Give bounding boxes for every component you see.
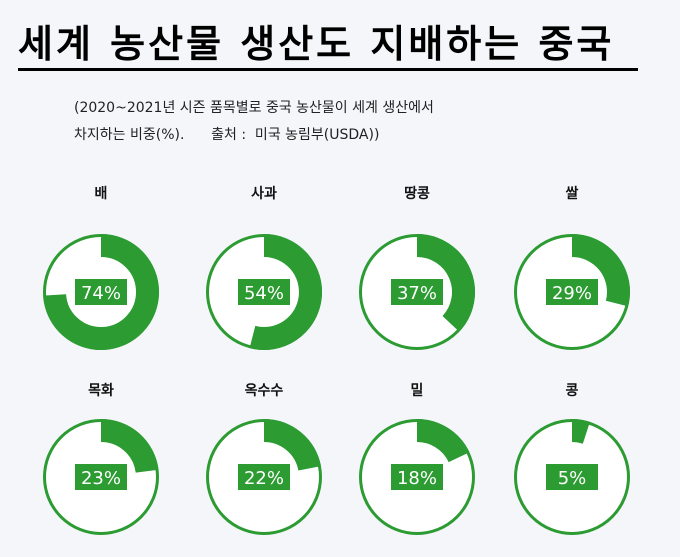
donut-value-arc [416,419,470,463]
donut-3: 땅콩 37% [359,185,475,350]
donut-value-arc [571,419,590,444]
donut-category-label: 콩 [566,383,579,399]
donut-value-arc [100,419,159,474]
donut-value-arc [263,419,321,472]
value-label-box [75,279,127,305]
value-label-box [391,279,443,305]
value-label-box [75,464,127,490]
value-label-box [546,464,598,490]
source-note-line-2: 차지하는 비중(%). 출처 : 미국 농림부(USDA)) [74,127,380,143]
donut-category-label: 밀 [411,383,424,399]
value-label-box [238,464,290,490]
value-label-box [238,279,290,305]
donut-value-label: 29% [552,283,592,304]
donut-6: 옥수수 22% [206,383,322,535]
donut-value-label: 54% [244,283,284,304]
page-title: 세계 농산물 생산도 지배하는 중국 [18,22,615,66]
donut-value-label: 18% [397,468,437,489]
donut-value-arc [416,234,475,332]
donut-category-label: 사과 [251,186,277,202]
donut-value-label: 22% [244,468,284,489]
donut-value-arc [43,234,159,350]
donut-value-label: 37% [397,283,437,304]
donut-5: 목화 23% [43,383,159,535]
source-note: (2020~2021년 시즌 품목별로 중국 농산물이 세계 생산에서 차지하는… [74,95,434,149]
value-label-box [391,464,443,490]
donut-category-label: 배 [95,186,108,202]
donut-2: 사과 54% [206,186,322,350]
donut-category-label: 옥수수 [245,383,284,399]
donut-8: 콩 5% [514,383,630,535]
donut-category-label: 땅콩 [404,185,430,202]
donut-value-label: 5% [558,468,587,489]
donut-category-label: 목화 [88,383,114,399]
source-note-line-1: (2020~2021년 시즌 품목별로 중국 농산물이 세계 생산에서 [74,100,434,116]
donut-7: 밀 18% [359,383,475,535]
donut-4: 쌀 29% [514,185,630,350]
title-underline [18,68,638,71]
donut-value-arc [249,234,322,350]
donut-value-label: 23% [81,468,121,489]
donut-value-label: 74% [81,283,121,304]
value-label-box [546,279,598,305]
donut-value-arc [571,234,630,307]
donut-1: 배 74% [43,186,159,350]
donut-category-label: 쌀 [566,185,579,202]
